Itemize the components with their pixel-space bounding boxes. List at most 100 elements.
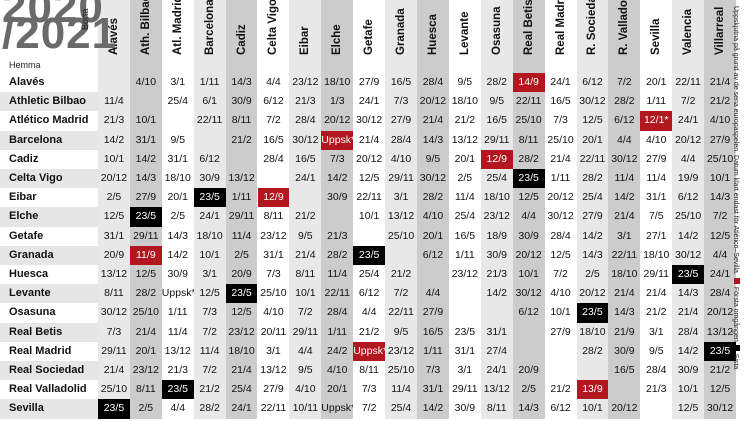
fixture-date-cell: 25/4 [385,399,417,419]
fixture-date-cell: 20/1 [417,226,449,246]
fixture-date-cell: 21/2 [704,361,736,381]
fixture-date-cell: 29/11 [643,268,669,280]
fixture-date-cell: 16/5 [289,149,322,169]
fixture-date-cell: 31/1 [480,322,513,342]
fixture-date-cell: 20/12 [608,399,641,419]
fixture-date-cell: 30/12 [608,149,641,169]
column-header-label: Real Madrid [554,0,567,55]
row-team-label: Alavés [0,73,98,93]
fixture-date-cell: 21/3 [289,92,322,112]
fixture-date-cell: 11/4 [646,172,667,184]
fixture-date-cell: 29/11 [480,130,513,150]
fixture-date-cell: 10/1 [550,306,571,319]
fixture-date-cell: 21/3 [321,226,354,246]
fixture-date-cell: 14/2 [321,169,354,189]
fixture-date-cell: 14/2 [608,188,641,208]
fixture-date-cell: 6/12 [608,111,641,131]
fixture-date-cell: 1/11 [417,341,449,361]
fixture-date-cell: 29/11 [452,383,478,396]
fixture-date-cell: 30/9 [454,402,476,415]
fixture-date-cell: 6/12 [263,95,284,108]
fixture-date-cell: 27/9 [550,325,571,338]
fixture-date-cell: 28/2 [480,73,513,93]
fixture-date-cell: 29/11 [129,226,162,246]
fixture-date-cell: 14/2 [98,130,130,150]
fixture-date-cell: 29/11 [289,322,322,342]
fixture-date-cell: 7/2 [704,207,736,227]
column-header: Atl. Madrid [162,0,194,73]
fixture-date-cell: 11/4 [225,226,258,246]
fixture-date-cell: 7/3 [417,361,449,381]
fixture-date-cell: 7/3 [98,322,130,342]
fixture-date-cell: 14/2 [417,399,449,419]
fixture-date-cell: 16/5 [263,133,284,146]
fixture-date-cell: 18/10 [164,172,191,184]
fixture-date-cell: 25/10 [129,303,162,323]
row-team-label: Levante [0,284,98,304]
fixture-date-cell: 1/3 [321,92,354,112]
fixture-date-cell: 2/5 [129,399,162,419]
fixture-date-cell [98,73,130,93]
fixture-date-cell: 30/9 [321,188,354,208]
column-header: Sevilla [640,0,672,73]
fixture-date-cell: 28/2 [417,188,449,208]
row-team-label: Cadiz [0,149,98,169]
column-header-label: Celta Vigo [267,0,280,55]
fixture-date-cell: 12/5 [225,303,258,323]
row-team-label: Real Valladolid [0,380,98,400]
fixture-date-cell: 12/5 [704,380,736,400]
fixture-date-cell: 30/12 [672,245,705,265]
fixture-date-cell: 11/4 [385,380,417,400]
column-header-label: Sevilla [650,18,663,55]
fixture-date-cell: 27/4 [480,341,513,361]
fixture-date-cell: 6/12 [193,149,226,169]
fixture-date-cell: 9/5 [170,133,186,146]
fixture-date-cell: 20/9 [98,245,130,265]
fixture-date-cell: 3/1 [608,226,641,246]
fixture-date-cell: 12/9 [480,149,513,169]
fixture-date-cell [449,303,481,322]
fixture-date-cell: 18/10 [321,73,354,93]
fixture-date-cell: 18/10 [480,188,513,208]
fixture-date-cell: 22/11 [321,284,354,304]
fixture-date-cell [545,342,577,361]
fixture-date-cell: 11/4 [98,92,130,112]
fixture-date-cell: 2/5 [170,210,186,223]
fixture-date-cell: 30/12 [417,169,449,189]
fixture-date-cell: 20/1 [576,130,609,150]
fixture-date-cell: 29/11 [225,207,258,227]
fixture-date-cell: 14/2 [672,226,705,246]
fixture-date-cell: 28/4 [263,152,284,165]
fixture-date-cell: 10/1 [358,210,380,223]
fixture-date-cell: 18/10 [225,341,258,361]
fixture-date-cell: 7/2 [553,268,568,280]
fixture-date-cell: 24/1 [358,95,380,108]
fixture-date-cell: 31/1 [167,152,188,165]
row-team-label: Celta Vigo [0,169,98,189]
fixture-date-cell: 21/2 [358,325,380,338]
fixture-date-cell: 23/5 [193,188,226,208]
fixture-date-cell [512,322,545,342]
fixture-date-cell: 2/5 [512,380,545,400]
column-header-label: Ath. Bilbao [139,0,152,55]
fixture-date-cell: 23/5 [225,284,258,304]
fixture-date-cell: 7/2 [193,361,226,381]
fixture-date-cell: 10/1 [289,284,322,304]
fixture-date-cell: 31/1 [417,380,449,400]
fixture-date-cell: 22/11 [672,73,705,93]
fixture-date-cell: 6/12 [417,245,449,265]
fixture-date-cell: 20/9 [225,265,258,285]
fixture-date-cell: 25/10 [704,149,736,169]
fixture-date-cell: 3/1 [457,364,473,376]
column-header: Celta Vigo [258,0,290,73]
season-title-line1: 2020 [2,0,104,32]
fixture-date-cell: 21/4 [646,287,667,300]
column-header-label: R. Valladolid [618,0,631,55]
fixture-date-cell: 16/5 [385,73,417,93]
fixture-date-cell: 22/11 [356,191,382,204]
fixture-date-cell: 24/1 [225,399,258,419]
fixture-date-cell: 20/12 [576,284,609,304]
fixture-date-cell: 18/10 [643,248,670,261]
fixture-date-cell: 30/12 [289,130,322,150]
fixture-date-cell: 4/10 [417,207,449,227]
